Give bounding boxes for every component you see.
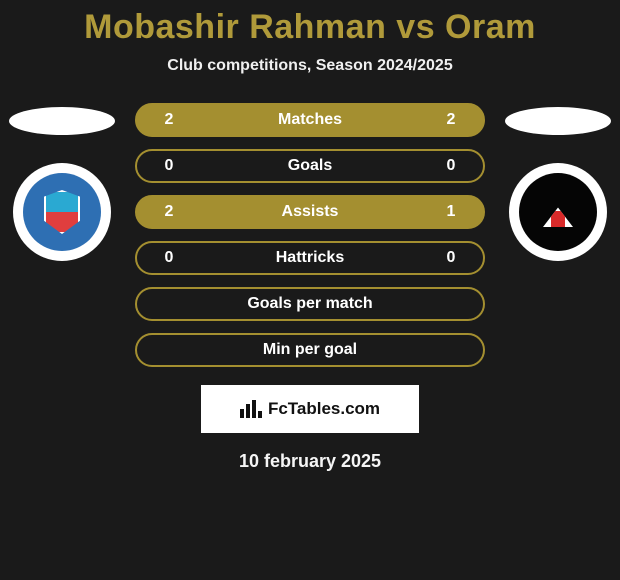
stat-row-hattricks: 0 Hattricks 0 — [135, 241, 485, 275]
title: Mobashir Rahman vs Oram — [0, 8, 620, 47]
body-row: 2 Matches 2 0 Goals 0 2 Assists 1 0 Hatt… — [0, 103, 620, 367]
stat-row-min-per-goal: Min per goal — [135, 333, 485, 367]
stat-label: Goals — [183, 157, 437, 175]
club-badge-left — [13, 163, 111, 261]
stat-label: Hattricks — [183, 249, 437, 267]
stat-row-goals-per-match: Goals per match — [135, 287, 485, 321]
stat-row-matches: 2 Matches 2 — [135, 103, 485, 137]
watermark-text: FcTables.com — [268, 399, 380, 419]
left-column — [7, 103, 117, 261]
bars-icon — [240, 400, 262, 418]
subtitle: Club competitions, Season 2024/2025 — [0, 57, 620, 75]
stat-right-value: 0 — [437, 157, 465, 175]
stat-label: Matches — [183, 111, 437, 129]
stat-row-goals: 0 Goals 0 — [135, 149, 485, 183]
stat-left-value: 2 — [155, 203, 183, 221]
stat-left-value: 2 — [155, 111, 183, 129]
stat-right-value: 0 — [437, 249, 465, 267]
watermark: FcTables.com — [201, 385, 419, 433]
stats-column: 2 Matches 2 0 Goals 0 2 Assists 1 0 Hatt… — [135, 103, 485, 367]
stat-right-value: 1 — [437, 203, 465, 221]
club-badge-left-shield-icon — [44, 190, 80, 234]
stat-label: Min per goal — [183, 341, 437, 359]
stat-label: Goals per match — [183, 295, 437, 313]
club-badge-right-arrow-icon — [543, 197, 573, 227]
stat-left-value: 0 — [155, 249, 183, 267]
date-text: 10 february 2025 — [0, 451, 620, 472]
stat-left-value: 0 — [155, 157, 183, 175]
stat-label: Assists — [183, 203, 437, 221]
infographic-root: Mobashir Rahman vs Oram Club competition… — [0, 0, 620, 472]
club-badge-left-inner — [23, 173, 101, 251]
flag-ellipse-left — [9, 107, 115, 135]
club-badge-right-inner — [519, 173, 597, 251]
stat-row-assists: 2 Assists 1 — [135, 195, 485, 229]
stat-right-value: 2 — [437, 111, 465, 129]
right-column — [503, 103, 613, 261]
flag-ellipse-right — [505, 107, 611, 135]
club-badge-right — [509, 163, 607, 261]
